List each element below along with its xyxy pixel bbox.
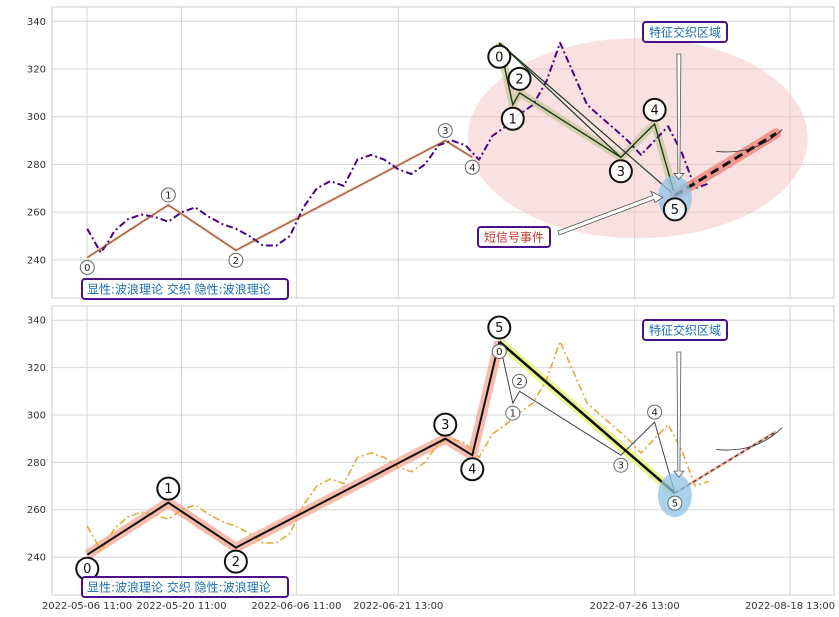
big-wave-label: 0 bbox=[495, 50, 503, 65]
y-tick-label: 260 bbox=[27, 208, 46, 219]
y-tick-label: 240 bbox=[27, 553, 46, 564]
feature-zone-label-text: 特征交织区域 bbox=[649, 25, 721, 40]
big-wave-label: 4 bbox=[468, 463, 476, 478]
projection-line bbox=[674, 132, 777, 197]
legend-text: 显性:波浪理论 交织 隐性:波浪理论 bbox=[87, 282, 271, 297]
price-series-line bbox=[86, 41, 710, 254]
x-axis: 2022-05-06 11:00 2022-05-20 11:00 2022-06-… bbox=[42, 601, 835, 612]
small-wave-label-circle bbox=[437, 123, 453, 139]
small-wave-label: 0 bbox=[84, 263, 90, 274]
legend-box bbox=[81, 576, 289, 598]
small-wave-label-circle bbox=[512, 373, 528, 389]
big-wave-line bbox=[86, 341, 501, 556]
small-wave-label: 3 bbox=[442, 126, 448, 137]
feature-zone-arrow bbox=[673, 53, 685, 181]
big-wave-channel-line bbox=[498, 42, 622, 158]
small-wave-label-circle bbox=[464, 159, 480, 175]
big-wave-label-circle bbox=[223, 549, 248, 574]
y-tick-label: 260 bbox=[27, 505, 46, 516]
plot-frame bbox=[51, 305, 835, 596]
small-wave-label: 0 bbox=[496, 347, 502, 358]
big-wave-line bbox=[498, 42, 676, 196]
y-tick-label: 320 bbox=[27, 363, 46, 374]
y-tick-label: 340 bbox=[27, 17, 46, 28]
big-wave-label-circle bbox=[662, 197, 687, 222]
big-wave-label: 0 bbox=[83, 562, 91, 577]
y-tick-label: 340 bbox=[27, 316, 46, 327]
big-wave-label: 5 bbox=[495, 321, 503, 336]
big-wave-trend-line bbox=[498, 42, 676, 196]
small-wave-line bbox=[87, 140, 473, 258]
wave-end-highlight bbox=[657, 473, 692, 518]
small-wave-label: 1 bbox=[165, 190, 171, 201]
small-wave-label: 4 bbox=[469, 163, 475, 174]
big-wave-label: 2 bbox=[515, 72, 523, 87]
trend-line bbox=[498, 340, 676, 495]
big-wave-label: 2 bbox=[232, 555, 240, 570]
small-wave-line bbox=[498, 341, 676, 494]
big-wave-label: 1 bbox=[164, 482, 172, 497]
y-tick-label: 300 bbox=[27, 112, 46, 123]
small-wave-label-circle bbox=[491, 344, 507, 360]
feature-zone-label-box bbox=[642, 21, 728, 43]
x-tick-label: 2022-07-26 13:00 bbox=[590, 601, 680, 612]
projection-curve bbox=[716, 427, 783, 451]
x-tick-label: 2022-05-20 11:00 bbox=[136, 601, 226, 612]
small-wave-label-circle bbox=[228, 252, 244, 268]
big-wave-label-circle bbox=[487, 315, 512, 340]
big-wave-label-circle bbox=[500, 106, 525, 131]
small-wave-label-circle bbox=[79, 259, 95, 275]
big-wave-label-circle bbox=[460, 457, 485, 482]
top-panel: 24026028030032034001234012345特征交织区域短信号事件… bbox=[27, 6, 835, 300]
y-tick-label: 240 bbox=[27, 255, 46, 266]
y-tick-label: 280 bbox=[27, 458, 46, 469]
projection-line bbox=[674, 431, 777, 494]
y-tick-label: 320 bbox=[27, 65, 46, 76]
big-wave-label-circle bbox=[642, 97, 667, 122]
big-wave-label-circle bbox=[156, 476, 181, 501]
x-tick-label: 2022-05-06 11:00 bbox=[42, 601, 132, 612]
small-wave-label: 3 bbox=[618, 461, 624, 472]
y-tick-label: 280 bbox=[27, 160, 46, 171]
big-wave-label: 5 bbox=[671, 203, 679, 218]
small-wave-label: 1 bbox=[510, 409, 516, 420]
x-tick-label: 2022-06-21 13:00 bbox=[353, 601, 443, 612]
small-wave-label-circle bbox=[647, 404, 663, 420]
plot-body bbox=[84, 338, 783, 559]
big-wave-label: 3 bbox=[441, 418, 449, 433]
small-wave-label: 2 bbox=[233, 256, 239, 267]
short-signal-label-text: 短信号事件 bbox=[484, 231, 544, 245]
big-wave-label-circle bbox=[433, 412, 458, 437]
big-wave-label: 3 bbox=[617, 165, 625, 180]
small-wave-label: 2 bbox=[516, 377, 522, 388]
short-signal-label-box bbox=[477, 226, 551, 248]
big-wave-label-circle bbox=[507, 66, 532, 91]
big-wave-label: 4 bbox=[650, 103, 658, 118]
small-wave-label-circle bbox=[160, 187, 176, 203]
short-signal-arrow bbox=[557, 190, 664, 236]
small-wave-label-circle bbox=[505, 405, 521, 421]
price-series-line bbox=[86, 340, 709, 551]
small-wave-label: 4 bbox=[651, 408, 657, 419]
feature-zone-label-text: 特征交织区域 bbox=[649, 323, 721, 338]
y-tick-label: 300 bbox=[27, 410, 46, 421]
small-wave-label-circle bbox=[613, 457, 629, 473]
small-wave-label-circle bbox=[667, 495, 683, 511]
big-wave-label-circle bbox=[608, 159, 633, 184]
feature-zone-label-box bbox=[642, 319, 728, 341]
legend-text: 显性:波浪理论 交织 隐性:波浪理论 bbox=[87, 580, 271, 595]
small-wave-label: 5 bbox=[672, 499, 678, 510]
legend-box bbox=[81, 278, 289, 300]
x-tick-label: 2022-08-18 13:00 bbox=[745, 601, 835, 612]
x-tick-label: 2022-06-06 11:00 bbox=[251, 601, 341, 612]
projection-curve bbox=[716, 129, 783, 153]
big-wave-label: 1 bbox=[509, 112, 517, 127]
feature-zone-arrow bbox=[673, 351, 685, 478]
big-wave-label-circle bbox=[487, 44, 512, 69]
bottom-panel: 240 260 280 300 320 340 0 1 2 3 4 5 0 1 2 3 4 5 特征交织区域显性:波… bbox=[27, 305, 835, 598]
